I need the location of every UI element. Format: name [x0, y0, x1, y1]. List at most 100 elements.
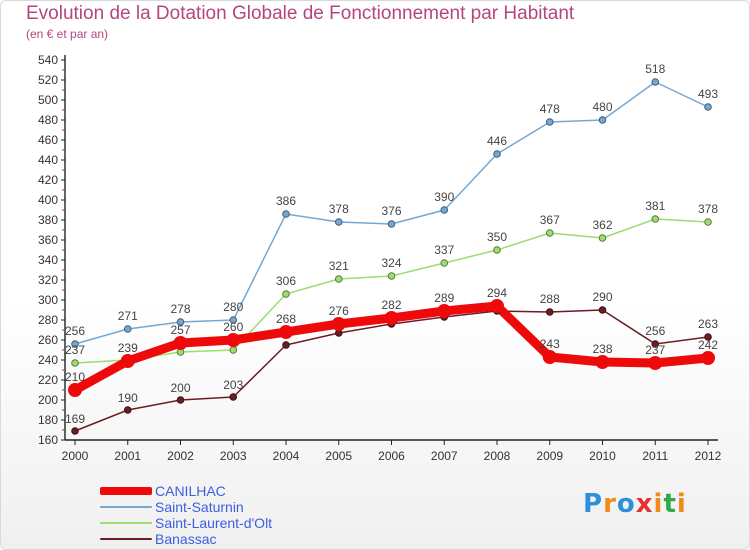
- chart-title: Evolution de la Dotation Globale de Fonc…: [26, 3, 575, 24]
- data-point: [704, 333, 712, 341]
- data-label: 243: [540, 337, 560, 351]
- data-label: 268: [276, 312, 296, 326]
- x-tick-label: 2002: [167, 449, 194, 463]
- x-tick-label: 2006: [378, 449, 405, 463]
- data-point: [701, 351, 715, 365]
- y-tick-label: 340: [38, 253, 58, 267]
- y-tick-label: 500: [38, 93, 58, 107]
- data-label: 242: [698, 338, 718, 352]
- data-point: [68, 383, 82, 397]
- data-label: 306: [276, 274, 296, 288]
- data-label: 200: [170, 381, 190, 395]
- data-point: [331, 317, 346, 331]
- data-point: [229, 316, 238, 324]
- data-point: [387, 272, 396, 280]
- data-point: [598, 306, 607, 314]
- data-label: 386: [276, 194, 296, 208]
- data-label: 276: [329, 304, 349, 318]
- data-point: [493, 150, 501, 158]
- data-point: [282, 341, 290, 349]
- y-tick-label: 460: [38, 133, 58, 147]
- data-point: [282, 210, 290, 218]
- y-tick-label: 180: [38, 413, 58, 427]
- x-tick-label: 2009: [536, 449, 563, 463]
- data-point: [71, 359, 79, 367]
- data-label: 480: [592, 100, 612, 114]
- y-tick-label: 360: [38, 233, 58, 247]
- data-label: 210: [65, 370, 85, 384]
- data-point: [173, 336, 188, 350]
- data-label: 263: [698, 317, 718, 331]
- x-tick-label: 2012: [695, 449, 722, 463]
- data-label: 237: [65, 343, 85, 357]
- data-label: 378: [329, 202, 349, 216]
- logo-letter: i: [676, 489, 687, 519]
- proxiti-logo: Proxiti: [583, 489, 687, 519]
- legend-label: Banassac: [155, 531, 217, 547]
- data-label: 169: [65, 412, 85, 426]
- data-point: [282, 290, 290, 298]
- x-tick-label: 2007: [431, 449, 458, 463]
- data-point: [71, 427, 79, 435]
- data-label: 390: [434, 190, 454, 204]
- data-point: [542, 350, 557, 364]
- y-tick-label: 320: [38, 273, 58, 287]
- legend-swatch: [100, 487, 152, 495]
- data-label: 190: [118, 391, 138, 405]
- data-point: [440, 206, 449, 214]
- legend-label: Saint-Saturnin: [155, 499, 244, 515]
- y-tick-label: 480: [38, 113, 58, 127]
- series-line-saint-laurent-d-olt: [74, 218, 709, 364]
- y-tick-label: 440: [38, 153, 58, 167]
- logo-letter: o: [616, 489, 636, 519]
- data-label: 367: [540, 213, 560, 227]
- x-tick-label: 2004: [273, 449, 300, 463]
- x-tick-label: 2005: [325, 449, 352, 463]
- data-point: [440, 259, 449, 267]
- y-tick-label: 400: [38, 193, 58, 207]
- data-label: 278: [170, 302, 190, 316]
- data-label: 257: [170, 323, 190, 337]
- data-label: 381: [645, 199, 665, 213]
- data-label: 337: [434, 243, 454, 257]
- data-point: [229, 346, 238, 354]
- y-tick-label: 520: [38, 73, 58, 87]
- data-point: [279, 325, 293, 339]
- data-label: 376: [381, 204, 401, 218]
- y-tick-label: 300: [38, 293, 58, 307]
- logo-letter: i: [653, 489, 664, 519]
- data-label: 289: [434, 291, 454, 305]
- data-label: 478: [540, 102, 560, 116]
- logo-letter: r: [603, 489, 617, 519]
- data-point: [123, 325, 132, 333]
- data-label: 237: [645, 343, 665, 357]
- data-label: 256: [645, 324, 665, 338]
- data-point: [651, 78, 660, 86]
- data-label: 239: [118, 341, 138, 355]
- legend-label: Saint-Laurent-d'Olt: [155, 515, 273, 531]
- chart-subtitle: (en € et par an): [26, 27, 109, 41]
- data-label: 203: [223, 378, 243, 392]
- legend-swatch: [100, 538, 152, 540]
- data-label: 290: [592, 290, 612, 304]
- y-tick-label: 220: [38, 373, 58, 387]
- legend-swatch: [100, 506, 152, 508]
- data-label: 238: [592, 342, 612, 356]
- data-point: [545, 118, 554, 126]
- data-point: [120, 354, 135, 368]
- y-tick-label: 160: [38, 433, 58, 447]
- x-tick-label: 2011: [642, 449, 668, 463]
- y-tick-label: 240: [38, 353, 58, 367]
- data-label: 321: [329, 259, 349, 273]
- y-tick-label: 280: [38, 313, 58, 327]
- data-label: 350: [487, 230, 507, 244]
- data-point: [651, 340, 660, 348]
- x-tick-label: 2010: [589, 449, 616, 463]
- y-tick-label: 200: [38, 393, 58, 407]
- data-point: [704, 103, 712, 111]
- data-point: [387, 220, 396, 228]
- data-label: 271: [118, 309, 138, 323]
- data-point: [704, 218, 712, 226]
- data-label: 288: [540, 292, 560, 306]
